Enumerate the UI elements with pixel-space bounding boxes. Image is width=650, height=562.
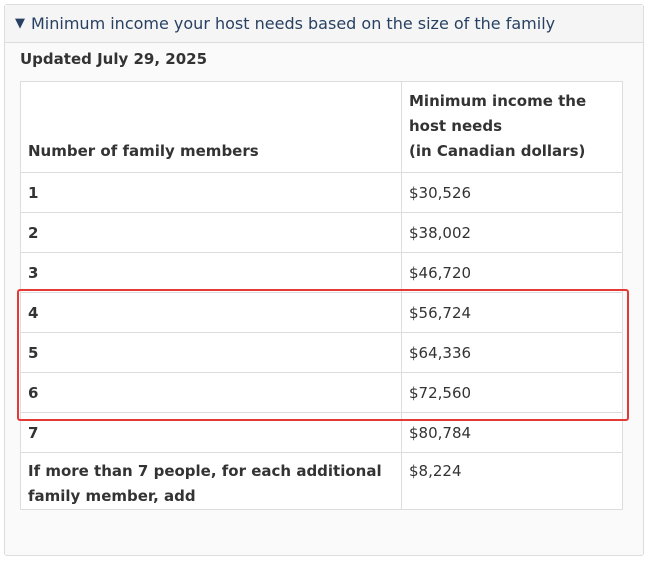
members-cell: 2 [20, 212, 402, 253]
members-cell: 3 [20, 252, 402, 293]
details-summary-toggle[interactable]: ▼ Minimum income your host needs based o… [5, 5, 643, 43]
details-summary-label: Minimum income your host needs based on … [31, 14, 556, 33]
additional-income-cell: $8,224 [401, 452, 623, 510]
table-row: 6 $72,560 [20, 372, 623, 413]
income-cell: $80,784 [401, 412, 623, 453]
income-cell: $30,526 [401, 172, 623, 213]
income-cell: $72,560 [401, 372, 623, 413]
table-row: 4 $56,724 [20, 292, 623, 333]
triangle-down-icon: ▼ [15, 16, 25, 31]
table-row-additional: If more than 7 people, for each addition… [20, 452, 623, 510]
income-cell: $38,002 [401, 212, 623, 253]
cell-line: family member, add [28, 487, 196, 505]
header-line: (in Canadian dollars) [409, 142, 586, 160]
header-line: host needs [409, 117, 502, 135]
updated-date: Updated July 29, 2025 [20, 50, 208, 68]
table-row: 2 $38,002 [20, 212, 623, 253]
header-family-members: Number of family members [20, 81, 402, 173]
members-cell: 7 [20, 412, 402, 453]
additional-members-cell: If more than 7 people, for each addition… [20, 452, 402, 510]
income-table: Number of family members Minimum income … [20, 81, 623, 510]
members-cell: 4 [20, 292, 402, 333]
cell-line: If more than 7 people, for each addition… [28, 462, 382, 480]
income-cell: $64,336 [401, 332, 623, 373]
table-row: 1 $30,526 [20, 172, 623, 213]
table-row: 7 $80,784 [20, 412, 623, 453]
members-cell: 1 [20, 172, 402, 213]
income-cell: $46,720 [401, 252, 623, 293]
header-line: Minimum income the [409, 92, 587, 110]
table-row: 5 $64,336 [20, 332, 623, 373]
header-minimum-income: Minimum income the host needs (in Canadi… [401, 81, 623, 173]
table-row: 3 $46,720 [20, 252, 623, 293]
income-cell: $56,724 [401, 292, 623, 333]
members-cell: 6 [20, 372, 402, 413]
members-cell: 5 [20, 332, 402, 373]
